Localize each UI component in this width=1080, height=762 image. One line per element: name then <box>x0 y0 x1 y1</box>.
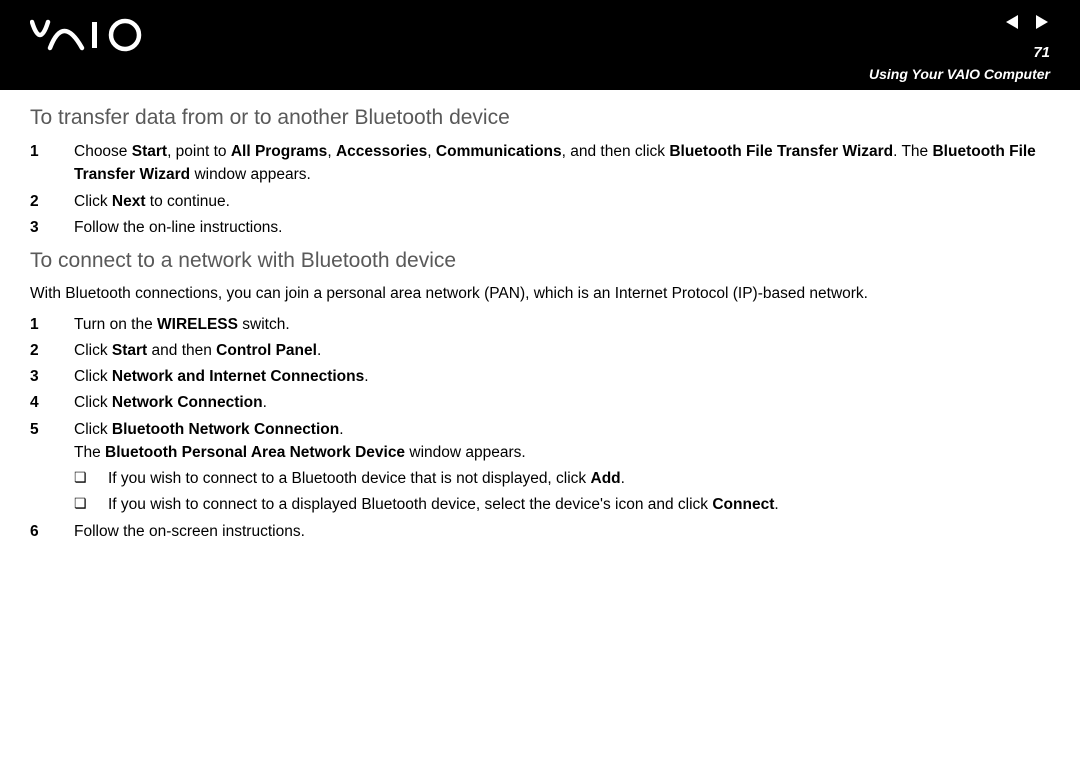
step-text: Click Next to continue. <box>74 190 1050 213</box>
step-row: 2Click Start and then Control Panel. <box>30 339 1050 362</box>
step-text: Click Network Connection. <box>74 391 1050 414</box>
nav-prev-icon[interactable] <box>1004 14 1022 35</box>
sub-text: If you wish to connect to a displayed Bl… <box>108 493 1050 516</box>
step-number: 2 <box>30 190 74 213</box>
step-number: 4 <box>30 391 74 414</box>
step-text: Choose Start, point to All Programs, Acc… <box>74 140 1050 187</box>
step-text: Click Start and then Control Panel. <box>74 339 1050 362</box>
step-row: 1Choose Start, point to All Programs, Ac… <box>30 140 1050 187</box>
step-number: 1 <box>30 140 74 187</box>
sub-row: ❏If you wish to connect to a Bluetooth d… <box>30 467 1050 490</box>
step-text: Follow the on-line instructions. <box>74 216 1050 239</box>
step-row: 5Click Bluetooth Network Connection.The … <box>30 418 1050 465</box>
step-row: 6Follow the on-screen instructions. <box>30 520 1050 543</box>
step-number: 2 <box>30 339 74 362</box>
bullet-icon: ❏ <box>74 467 108 490</box>
sub-row: ❏If you wish to connect to a displayed B… <box>30 493 1050 516</box>
page-number: 71 <box>1033 44 1050 61</box>
section2-heading: To connect to a network with Bluetooth d… <box>30 249 1050 273</box>
section1-steps: 1Choose Start, point to All Programs, Ac… <box>30 140 1050 239</box>
step-row: 3Follow the on-line instructions. <box>30 216 1050 239</box>
step-text: Click Network and Internet Connections. <box>74 365 1050 388</box>
step-text: Click Bluetooth Network Connection.The B… <box>74 418 1050 465</box>
bullet-icon: ❏ <box>74 493 108 516</box>
step-number: 5 <box>30 418 74 465</box>
step-text: Turn on the WIRELESS switch. <box>74 313 1050 336</box>
nav-arrows <box>998 14 1050 35</box>
step-number: 3 <box>30 216 74 239</box>
vaio-logo <box>30 18 1050 61</box>
step-row: 4Click Network Connection. <box>30 391 1050 414</box>
nav-next-icon[interactable] <box>1032 14 1050 35</box>
step-number: 3 <box>30 365 74 388</box>
step-row: 2Click Next to continue. <box>30 190 1050 213</box>
page-content: To transfer data from or to another Blue… <box>0 90 1080 566</box>
step-number: 1 <box>30 313 74 336</box>
step-row: 1Turn on the WIRELESS switch. <box>30 313 1050 336</box>
step-number: 6 <box>30 520 74 543</box>
section2-steps: 1Turn on the WIRELESS switch.2Click Star… <box>30 313 1050 543</box>
step-text: Follow the on-screen instructions. <box>74 520 1050 543</box>
sub-text: If you wish to connect to a Bluetooth de… <box>108 467 1050 490</box>
section-label: Using Your VAIO Computer <box>869 66 1050 82</box>
section1-heading: To transfer data from or to another Blue… <box>30 106 1050 130</box>
header-bar: 71 Using Your VAIO Computer <box>0 0 1080 90</box>
step-row: 3Click Network and Internet Connections. <box>30 365 1050 388</box>
section2-intro: With Bluetooth connections, you can join… <box>30 283 1050 305</box>
